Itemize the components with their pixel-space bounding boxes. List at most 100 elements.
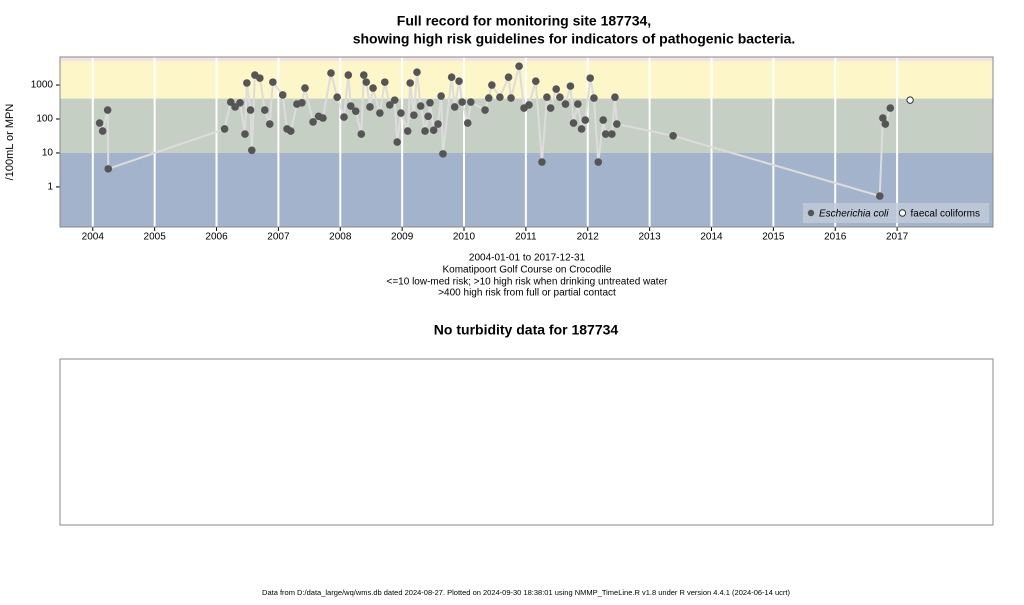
data-point bbox=[458, 98, 466, 106]
x-tick-label: 2013 bbox=[638, 232, 661, 243]
data-point bbox=[406, 79, 414, 87]
x-tick-label: 2007 bbox=[267, 232, 290, 243]
data-point bbox=[552, 85, 560, 93]
legend-marker bbox=[898, 209, 907, 217]
chart-title: showing high risk guidelines for indicat… bbox=[353, 31, 796, 47]
data-point bbox=[447, 73, 456, 82]
data-point bbox=[437, 92, 445, 100]
data-point bbox=[906, 96, 914, 104]
data-point bbox=[309, 118, 317, 126]
data-point bbox=[450, 103, 459, 111]
data-point bbox=[608, 130, 616, 138]
data-point bbox=[366, 103, 374, 111]
x-tick-label: 2006 bbox=[205, 232, 228, 243]
data-point bbox=[243, 79, 251, 87]
x-tick-label: 2004 bbox=[82, 232, 105, 243]
data-point bbox=[265, 120, 274, 128]
y-tick-label: 10 bbox=[42, 148, 54, 159]
data-point bbox=[463, 119, 472, 127]
data-point bbox=[319, 114, 327, 122]
data-point bbox=[385, 101, 394, 109]
data-point bbox=[231, 103, 239, 111]
x-tick-label: 2009 bbox=[391, 232, 414, 243]
data-point bbox=[566, 82, 575, 90]
data-point bbox=[98, 127, 107, 135]
data-point bbox=[515, 62, 523, 70]
data-point bbox=[393, 138, 401, 146]
data-point bbox=[298, 99, 306, 107]
data-point bbox=[226, 98, 235, 106]
data-point bbox=[496, 93, 504, 101]
x-tick-label: 2016 bbox=[824, 232, 847, 243]
data-point bbox=[879, 114, 887, 122]
data-point bbox=[357, 130, 366, 138]
data-point bbox=[333, 93, 341, 101]
data-point bbox=[531, 77, 540, 85]
data-point bbox=[561, 100, 570, 108]
data-point bbox=[556, 93, 564, 101]
data-point bbox=[220, 125, 229, 133]
data-point bbox=[601, 130, 610, 138]
data-point bbox=[403, 127, 412, 135]
data-point bbox=[95, 119, 104, 127]
legend-label: faecal coliforms bbox=[910, 209, 979, 220]
data-point bbox=[286, 127, 295, 135]
data-point bbox=[543, 93, 551, 101]
data-point bbox=[577, 125, 586, 133]
data-point bbox=[362, 78, 371, 86]
data-point bbox=[455, 77, 463, 85]
y-tick-label: 1000 bbox=[31, 80, 54, 91]
chart-title: Full record for monitoring site 187734, bbox=[397, 13, 651, 29]
data-point bbox=[241, 130, 249, 138]
data-point bbox=[247, 146, 256, 155]
x-tick-label: 2014 bbox=[700, 232, 723, 243]
y-tick-label: 100 bbox=[36, 114, 53, 125]
y-tick-label: 1 bbox=[47, 182, 53, 193]
legend-box bbox=[803, 203, 989, 223]
data-point bbox=[429, 126, 438, 134]
data-point bbox=[613, 120, 621, 128]
data-point bbox=[397, 109, 405, 117]
data-point bbox=[413, 68, 421, 76]
caption: <=10 low-med risk; >10 high risk when dr… bbox=[387, 277, 669, 288]
data-point bbox=[611, 93, 619, 101]
x-tick-label: 2005 bbox=[144, 232, 167, 243]
data-point bbox=[484, 94, 493, 102]
data-point bbox=[421, 127, 429, 135]
data-point bbox=[875, 192, 884, 200]
x-tick-label: 2008 bbox=[329, 232, 352, 243]
data-point bbox=[546, 104, 555, 112]
data-point bbox=[426, 99, 434, 107]
data-point bbox=[594, 158, 603, 166]
data-point bbox=[507, 94, 515, 102]
caption: Komatipoort Golf Course on Crocodile bbox=[443, 265, 612, 276]
data-point bbox=[669, 132, 677, 140]
data-point bbox=[439, 150, 447, 158]
caption: >400 high risk from full or partial cont… bbox=[438, 288, 616, 299]
plot-frame bbox=[59, 56, 994, 228]
data-point bbox=[390, 96, 399, 104]
data-point bbox=[581, 116, 590, 124]
data-point bbox=[344, 71, 353, 79]
data-point bbox=[525, 101, 533, 109]
legend-marker bbox=[807, 209, 815, 217]
data-point bbox=[538, 158, 546, 166]
data-point bbox=[301, 84, 309, 92]
caption: 2004-01-01 to 2017-12-31 bbox=[469, 253, 586, 264]
data-point bbox=[416, 102, 425, 110]
data-point bbox=[260, 106, 269, 114]
data-point bbox=[369, 84, 377, 92]
data-point bbox=[327, 69, 335, 77]
x-tick-label: 2011 bbox=[515, 232, 537, 243]
data-point bbox=[376, 109, 384, 117]
data-point bbox=[481, 106, 489, 114]
data-point bbox=[434, 120, 442, 128]
data-point bbox=[467, 98, 475, 106]
empty-plot-frame bbox=[59, 358, 994, 526]
x-tick-label: 2015 bbox=[762, 232, 785, 243]
data-point bbox=[590, 94, 598, 102]
data-point bbox=[340, 113, 348, 121]
data-point bbox=[886, 104, 895, 112]
data-point bbox=[359, 71, 368, 79]
